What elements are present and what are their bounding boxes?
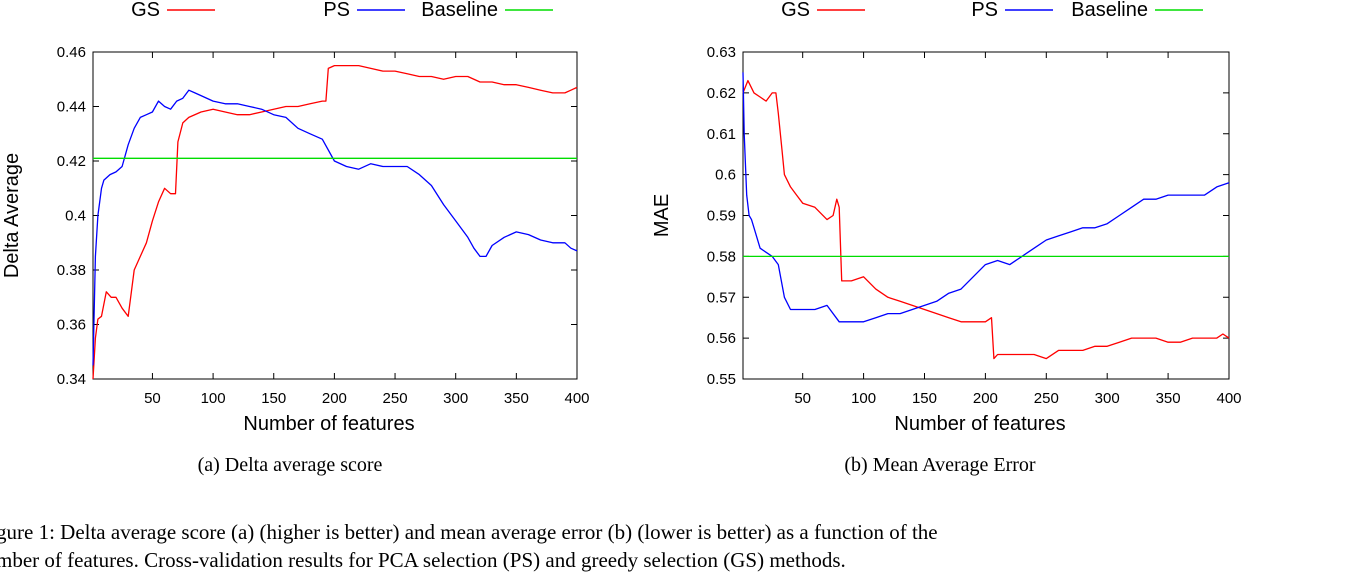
- legend-label-gs: GS: [781, 0, 810, 21]
- legend-label-baseline: Baseline: [1071, 0, 1148, 21]
- legend-label-gs: GS: [131, 0, 160, 21]
- legend-label-ps: PS: [971, 0, 998, 21]
- x-tick-label: 300: [443, 390, 468, 407]
- y-tick-label: 0.58: [707, 248, 736, 265]
- series-line-ps: [92, 89, 578, 366]
- x-tick-label: 350: [504, 390, 529, 407]
- x-axis-label: Number of features: [894, 413, 1065, 435]
- y-tick-label: 0.55: [707, 371, 736, 388]
- subcaption: (a) Delta average score: [198, 454, 383, 476]
- legend-label-baseline: Baseline: [421, 0, 498, 21]
- y-tick-label: 0.42: [57, 153, 86, 170]
- chart-delta-average: 50 100 150 200 250 300 350 400 0.34 0.36 0.38 0.4 0.…: [1, 0, 590, 476]
- x-tick-label: 200: [973, 390, 998, 407]
- subcaption: (b) Mean Average Error: [844, 454, 1036, 476]
- y-tick-label: 0.56: [707, 330, 736, 347]
- y-tick-label: 0.57: [707, 289, 736, 306]
- series-line-gs: [742, 79, 1230, 360]
- series-line-ps: [742, 72, 1230, 323]
- x-tick-label: 400: [564, 390, 589, 407]
- x-tick-label: 200: [322, 390, 347, 407]
- x-tick-label: 150: [261, 390, 286, 407]
- y-tick-label: 0.59: [707, 208, 736, 225]
- x-tick-label: 350: [1156, 390, 1181, 407]
- y-tick-label: 0.6: [715, 167, 736, 184]
- figure: 50 100 150 200 250 300 350 400 0.34 0.36 0.38 0.4 0.…: [0, 0, 1242, 572]
- y-tick-label: 0.61: [707, 126, 736, 143]
- y-axis-label: Delta Average: [1, 153, 23, 278]
- x-tick-label: 400: [1216, 390, 1241, 407]
- y-tick-label: 0.63: [707, 44, 736, 61]
- x-tick-label: 300: [1095, 390, 1120, 407]
- plot-frame: [742, 51, 1230, 380]
- x-tick-label: 100: [201, 390, 226, 407]
- y-tick-label: 0.46: [57, 44, 86, 61]
- y-tick-label: 0.62: [707, 85, 736, 102]
- x-tick-label: 50: [794, 390, 811, 407]
- chart-mae: 50 100 150 200 250 300 350 400 0.55 0.56 0.57 0.58 0…: [651, 0, 1242, 476]
- y-tick-label: 0.4: [65, 208, 86, 225]
- figure-caption-line-2: mber of features. Cross-validation resul…: [0, 548, 846, 572]
- x-tick-label: 250: [1034, 390, 1059, 407]
- legend: GS PS Baseline: [781, 0, 1203, 21]
- y-tick-label: 0.34: [57, 371, 86, 388]
- y-axis-label: MAE: [651, 194, 673, 237]
- x-tick-label: 50: [144, 390, 161, 407]
- series-line-gs: [92, 64, 578, 380]
- x-tick-label: 100: [851, 390, 876, 407]
- legend: GS PS Baseline: [131, 0, 553, 21]
- x-tick-label: 250: [383, 390, 408, 407]
- plot-frame: [92, 51, 578, 380]
- x-tick-label: 150: [912, 390, 937, 407]
- y-tick-label: 0.36: [57, 317, 86, 334]
- legend-label-ps: PS: [323, 0, 350, 21]
- y-tick-label: 0.44: [57, 99, 86, 116]
- y-tick-label: 0.38: [57, 262, 86, 279]
- figure-caption-line-1: gure 1: Delta average score (a) (higher …: [0, 520, 938, 544]
- figure-canvas: 50 100 150 200 250 300 350 400 0.34 0.36 0.38 0.4 0.…: [1, 0, 1242, 476]
- x-axis-label: Number of features: [243, 413, 414, 435]
